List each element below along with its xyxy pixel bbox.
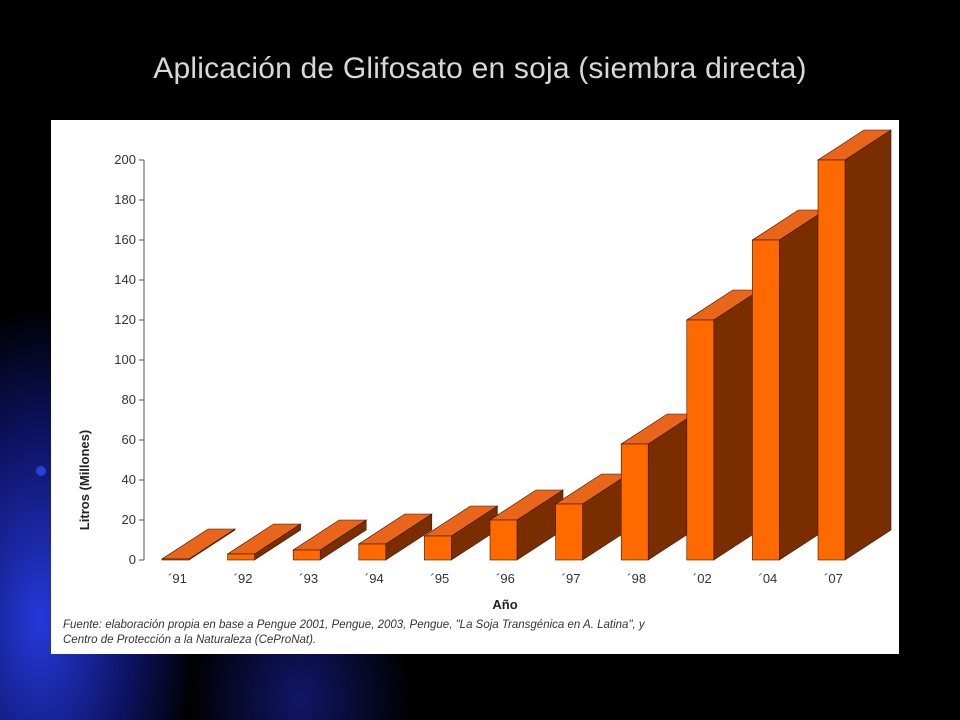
bar-10 <box>816 129 893 561</box>
y-tick-label: 80 <box>122 392 136 407</box>
bar-front <box>227 553 255 561</box>
x-tick-label: ´98 <box>627 571 646 586</box>
bar-front <box>752 239 780 561</box>
bar-top <box>160 528 237 560</box>
bar-9 <box>751 209 827 561</box>
x-tick-label: ´97 <box>562 571 581 586</box>
bar-front <box>161 558 190 561</box>
y-tick-label: 120 <box>114 312 136 327</box>
chart-panel: 0 20 40 60 80 100 120 140 160 180 200 ´91 ´92 ´93 ´94 ´… <box>51 120 899 654</box>
chart-bars <box>160 129 893 561</box>
chart-axes: 0 20 40 60 80 100 120 140 160 180 200 ´91 ´92 ´93 ´94 ´… <box>114 152 843 586</box>
slide-title: Aplicación de Glifosato en soja (siembra… <box>153 52 807 85</box>
y-tick-label: 60 <box>122 432 136 447</box>
bar-6 <box>554 473 630 561</box>
x-tick-label: ´95 <box>431 571 450 586</box>
y-axis-title: Litros (Millones) <box>77 430 92 530</box>
y-tick-label: 100 <box>114 352 136 367</box>
y-tick-label: 20 <box>122 512 136 527</box>
bar-front <box>489 519 518 561</box>
bar-front <box>292 549 321 561</box>
x-tick-label: ´92 <box>234 571 253 586</box>
x-tick-label: ´02 <box>693 571 712 586</box>
x-tick-label: ´07 <box>824 571 843 586</box>
bar-front <box>555 503 583 561</box>
source-line-2: Centro de Protección a la Naturaleza (Ce… <box>63 634 317 646</box>
x-axis-title: Año <box>492 597 517 612</box>
x-tick-label: ´93 <box>299 571 318 586</box>
source-line-1: Fuente: elaboración propia en base a Pen… <box>63 619 645 631</box>
y-tick-label: 40 <box>122 472 136 487</box>
y-tick-label: 160 <box>114 232 136 247</box>
bar-chart: 0 20 40 60 80 100 120 140 160 180 200 ´91 ´92 ´93 ´94 ´… <box>77 129 893 612</box>
bar-front <box>686 319 715 561</box>
y-tick-label: 0 <box>129 552 136 567</box>
x-tick-label: ´96 <box>496 571 515 586</box>
background-dot <box>36 466 46 476</box>
bar-side <box>844 129 892 561</box>
bar-front <box>817 159 846 561</box>
bar-3 <box>357 513 433 561</box>
bar-front <box>424 535 452 561</box>
y-tick-label: 180 <box>114 192 136 207</box>
bar-8 <box>685 289 761 561</box>
x-tick-label: ´91 <box>168 571 187 586</box>
bar-5 <box>488 489 565 561</box>
bar-2 <box>292 519 368 561</box>
x-tick-label: ´04 <box>759 571 778 586</box>
bar-front <box>620 443 649 561</box>
bar-4 <box>423 505 499 561</box>
bar-front <box>358 543 387 561</box>
y-tick-label: 140 <box>114 272 136 287</box>
x-tick-label: ´94 <box>365 571 384 586</box>
bar-1 <box>226 523 302 561</box>
bar-7 <box>620 413 696 561</box>
y-tick-label: 200 <box>114 152 136 167</box>
source-note: Fuente: elaboración propia en base a Pen… <box>63 618 893 648</box>
bar-0 <box>160 528 237 561</box>
